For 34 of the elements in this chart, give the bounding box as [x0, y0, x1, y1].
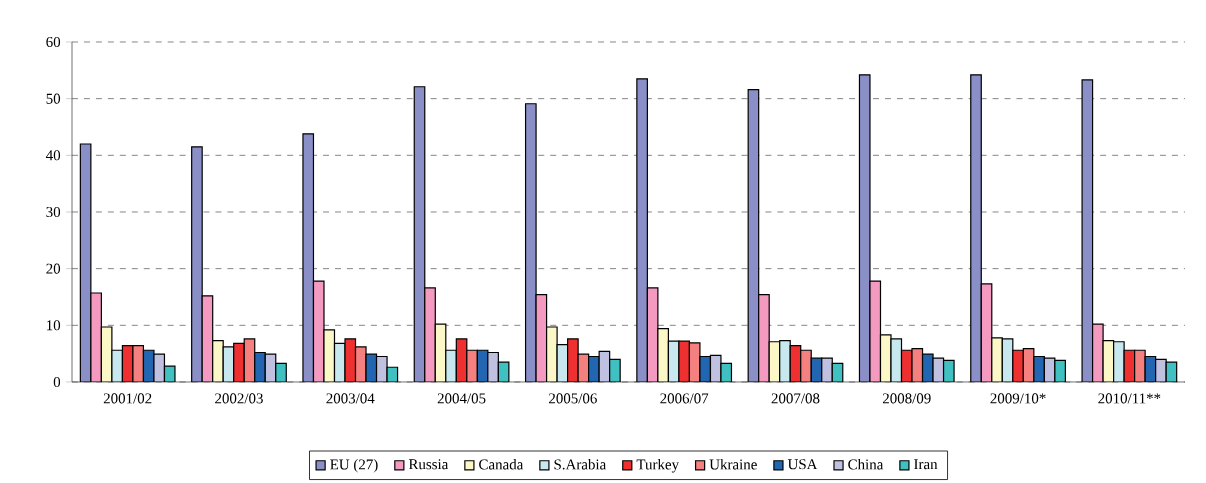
bar	[233, 342, 245, 382]
x-tick-label: 2002/03	[215, 393, 263, 404]
legend-label: S.Arabia	[554, 458, 607, 470]
x-tick-label: 2008/09	[882, 393, 931, 404]
x-tick-label: 2003/04	[326, 393, 375, 404]
legend-label: Ukraine	[709, 458, 757, 470]
bar	[970, 74, 982, 382]
bar	[991, 337, 1003, 382]
x-tick-label: 2004/05	[437, 393, 486, 404]
x-tick-label: 2005/06	[549, 393, 597, 404]
x-tick-label: 2007/08	[771, 393, 820, 404]
bar	[254, 351, 266, 382]
legend-label: Turkey	[636, 458, 679, 473]
y-tick-label: 50	[46, 93, 61, 104]
legend-label: Canada	[479, 458, 524, 470]
bar	[191, 146, 203, 382]
y-tick-label: 60	[46, 36, 61, 48]
x-tick-label: 2001/02	[103, 393, 152, 404]
bar	[1012, 349, 1024, 382]
y-tick-label: 20	[46, 263, 61, 274]
legend-label: EU (27)	[330, 458, 378, 473]
legend-label: Iran	[914, 459, 938, 470]
x-tick-label: 2006/07	[660, 393, 709, 404]
x-tick-label: 2009/10*	[990, 393, 1046, 404]
legend-label: USA	[787, 459, 818, 470]
x-tick-label: 2010/11**	[1098, 393, 1161, 404]
legend-label: China	[848, 458, 884, 470]
y-tick-label: 30	[46, 206, 61, 218]
y-tick-label: 10	[47, 320, 61, 331]
y-tick-label: 0	[53, 376, 61, 388]
bar	[212, 340, 224, 382]
bar	[1033, 355, 1045, 382]
legend-label: Russia	[408, 459, 449, 470]
y-tick-label: 40	[45, 150, 61, 161]
